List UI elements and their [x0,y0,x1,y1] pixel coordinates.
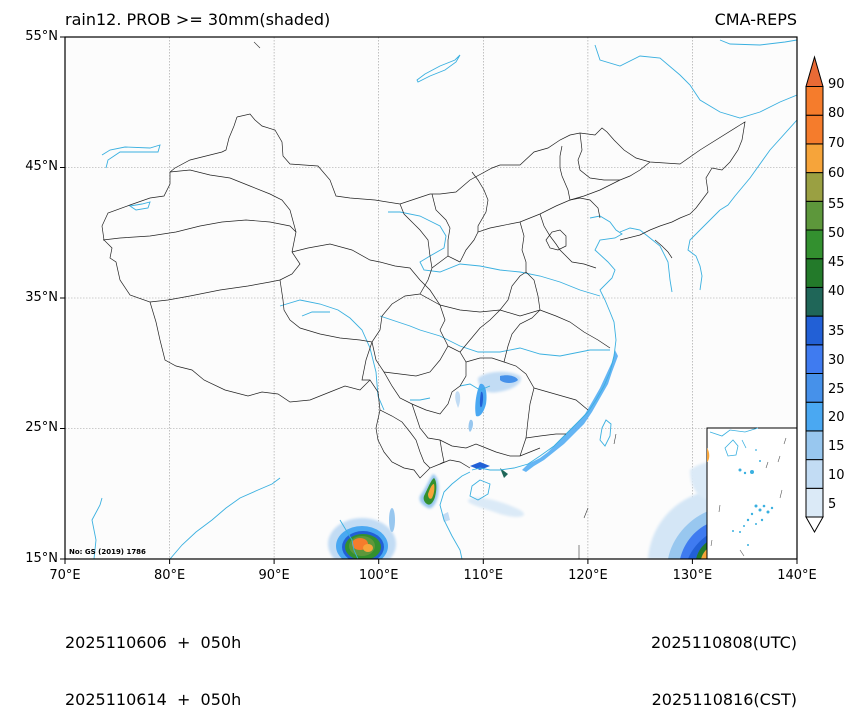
axis-ticks [60,36,798,564]
valid-time-utc: 2025110808(UTC) [651,633,797,652]
map-plot [60,36,824,564]
colorbar-label: 30 [828,353,845,368]
colorbar-under-extend [805,516,824,534]
gridlines [65,37,797,559]
precip-se-coast [442,350,618,522]
south-china-sea-inset [706,427,798,560]
ytick-label: 45°N [25,159,58,174]
precip-hunan [455,371,524,517]
xtick-label: 100°E [358,568,399,583]
colorbar-label: 25 [828,382,845,397]
colorbar-label: 80 [828,106,845,121]
colorbar-label: 90 [828,77,845,92]
xtick-label: 90°E [258,568,290,583]
model-name: CMA-REPS [714,10,797,29]
colorbar-label: 60 [828,166,845,181]
init-time-block: 2025110606 + 050h 2025110614 + 050h [65,595,241,728]
colorbar-label: 70 [828,136,845,151]
xtick-label: 70°E [49,568,81,583]
colorbar-label: 35 [828,324,845,339]
xtick-label: 140°E [777,568,817,583]
colorbar-label: 15 [828,439,845,454]
colorbar-over-extend [805,55,824,87]
colorbar [805,55,824,534]
borders [101,113,746,479]
coastlines [91,39,797,559]
xtick-label: 130°E [672,568,713,583]
colorbar-label: 20 [828,410,845,425]
ytick-label: 35°N [25,290,58,305]
colorbar-label: 5 [828,497,837,512]
misc-marks [253,41,617,559]
colorbar-label: 45 [828,255,845,270]
ytick-label: 15°N [25,551,58,566]
valid-time-cst: 2025110816(CST) [651,690,797,709]
init-time-cst: 2025110614 + 050h [65,690,242,709]
colorbar-label: 55 [828,197,845,212]
map-approval-note: No: GS (2019) 1786 [69,548,146,556]
xtick-label: 80°E [153,568,186,583]
xtick-label: 120°E [568,568,608,583]
chart-title: rain12. PROB >= 30mm(shaded) [65,10,331,29]
valid-time-block: 2025110808(UTC) 2025110816(CST) [651,595,797,728]
colorbar-label: 50 [828,226,845,241]
colorbar-label: 10 [828,468,845,483]
init-time-utc: 2025110606 + 050h [65,633,242,652]
ytick-label: 55°N [25,29,58,44]
xtick-label: 110°E [463,568,504,583]
precip-vietnam [419,474,439,509]
colorbar-label: 40 [828,284,845,299]
ytick-label: 25°N [25,420,58,435]
